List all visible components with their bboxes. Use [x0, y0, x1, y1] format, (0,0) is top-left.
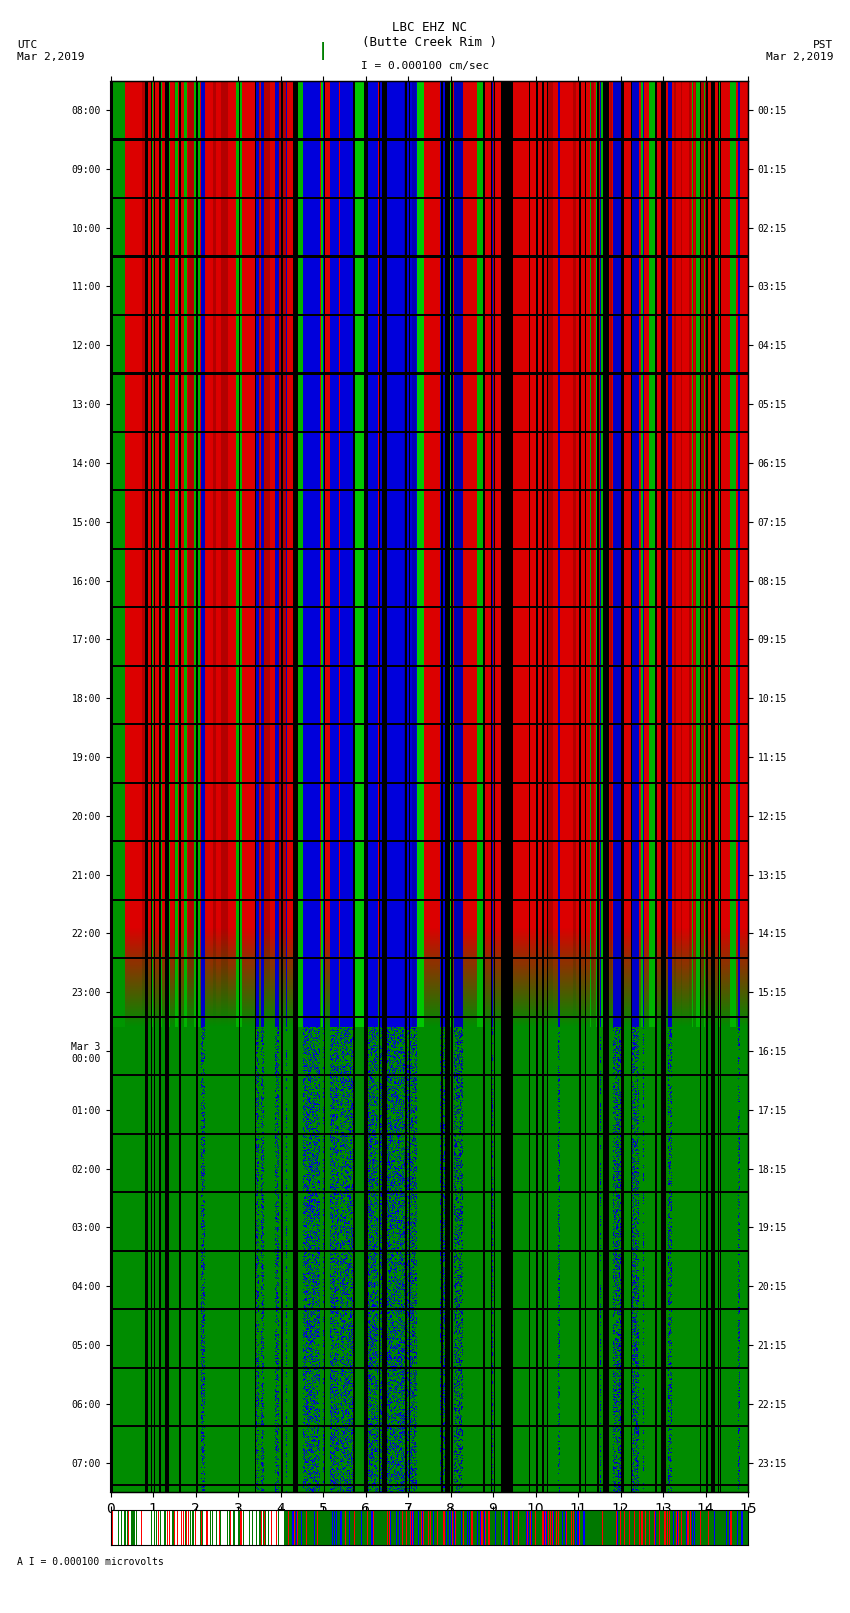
Text: PST
Mar 2,2019: PST Mar 2,2019 [766, 40, 833, 61]
Text: UTC
Mar 2,2019: UTC Mar 2,2019 [17, 40, 84, 61]
Text: A I = 0.000100 microvolts: A I = 0.000100 microvolts [17, 1557, 164, 1566]
X-axis label: TIME (MINUTES): TIME (MINUTES) [377, 1521, 482, 1534]
Text: I = 0.000100 cm/sec: I = 0.000100 cm/sec [361, 61, 489, 71]
Text: |: | [320, 42, 326, 60]
Title: LBC EHZ NC
(Butte Creek Rim ): LBC EHZ NC (Butte Creek Rim ) [362, 21, 496, 48]
